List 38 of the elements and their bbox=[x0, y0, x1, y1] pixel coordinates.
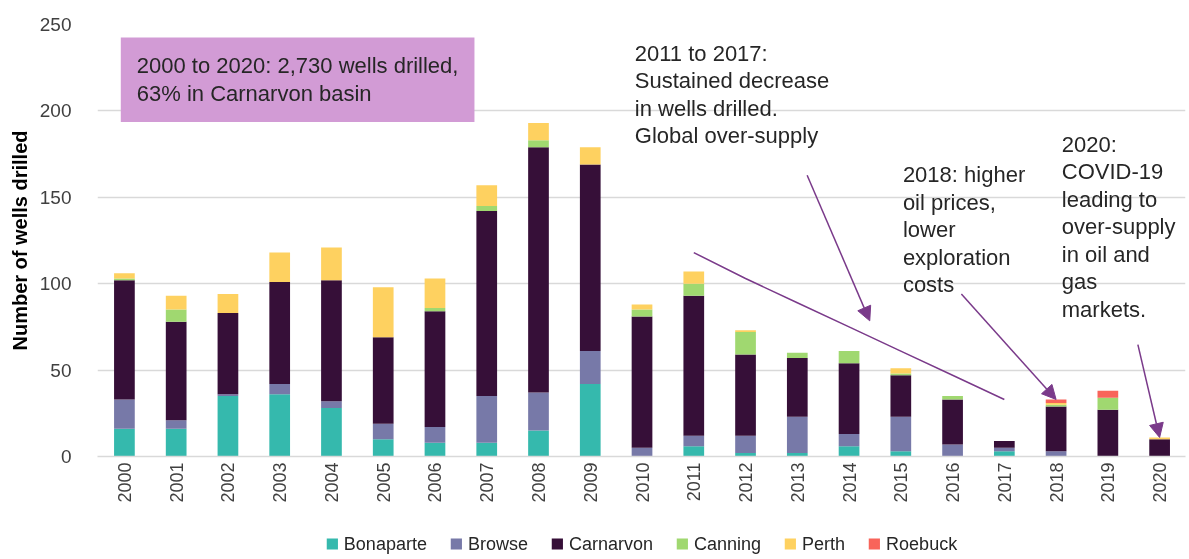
legend-label: Browse bbox=[467, 533, 528, 554]
y-tick-label: 250 bbox=[39, 14, 72, 35]
annotation: 2011 to 2017: Sustained decrease in wells drilled. Global over-supply bbox=[634, 40, 830, 149]
x-tick-label: 2003 bbox=[270, 462, 291, 503]
legend-label: Carnarvon bbox=[568, 533, 654, 554]
y-axis-title: Number of wells drilled bbox=[8, 130, 31, 351]
legend-label: Canning bbox=[694, 533, 762, 554]
x-tick-label: 2007 bbox=[477, 462, 498, 503]
x-tick-label: 2008 bbox=[529, 462, 549, 503]
x-tick-label: 2010 bbox=[632, 462, 653, 503]
annotation: 2018: higher oil prices, lower exploration costs bbox=[902, 162, 1026, 298]
legend-label: Bonaparte bbox=[343, 533, 427, 554]
y-tick-label: 100 bbox=[39, 273, 72, 295]
y-tick-label: 0 bbox=[60, 446, 72, 467]
x-tick-label: 2014 bbox=[839, 462, 860, 503]
x-tick-label: 2009 bbox=[580, 462, 601, 503]
x-tick-label: 2018 bbox=[1046, 462, 1067, 503]
x-tick-label: 2016 bbox=[943, 462, 964, 503]
x-tick-label: 2012 bbox=[736, 462, 757, 503]
annotation: 2020: COVID-19 leading to over-supply in oil and gas markets. bbox=[1061, 131, 1176, 322]
x-tick-label: 2017 bbox=[994, 462, 1015, 503]
y-tick-label: 50 bbox=[50, 359, 72, 381]
x-tick-label: 2020 bbox=[1150, 462, 1171, 503]
annotation: 2000 to 2020: 2,730 wells drilled, 63% in Carnarvon basin bbox=[136, 53, 459, 106]
x-tick-label: 2006 bbox=[425, 462, 446, 503]
legend-label: Perth bbox=[802, 533, 846, 554]
x-tick-label: 2011 bbox=[684, 462, 705, 502]
y-tick-label: 150 bbox=[39, 186, 72, 208]
x-tick-label: 2015 bbox=[891, 462, 912, 503]
y-tick-label: 200 bbox=[39, 100, 72, 122]
x-tick-label: 2001 bbox=[166, 462, 187, 503]
x-tick-label: 2019 bbox=[1098, 462, 1119, 503]
x-tick-label: 2002 bbox=[218, 462, 239, 503]
x-tick-label: 2000 bbox=[114, 462, 135, 503]
x-tick-label: 2005 bbox=[373, 462, 394, 503]
legend-label: Roebuck bbox=[886, 533, 958, 554]
x-tick-label: 2004 bbox=[321, 462, 342, 503]
x-tick-label: 2013 bbox=[787, 462, 808, 503]
